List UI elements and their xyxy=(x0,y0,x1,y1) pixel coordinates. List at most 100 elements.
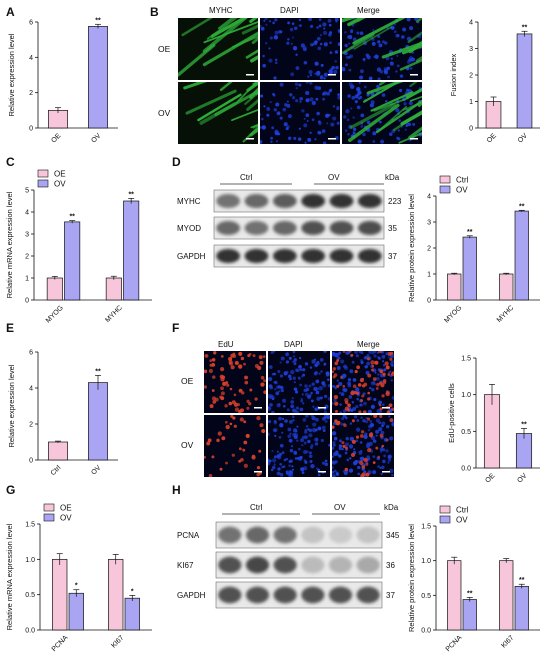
nucleus-dot xyxy=(333,385,337,389)
edu-dot xyxy=(332,367,337,371)
nucleus-dot xyxy=(268,58,273,63)
nucleus-dot xyxy=(303,60,308,65)
nucleus-dot xyxy=(395,107,400,113)
myotube-fiber xyxy=(415,55,422,63)
micrograph-bg xyxy=(204,415,266,477)
nucleus-dot xyxy=(352,131,356,135)
nucleus-dot xyxy=(319,358,324,362)
nucleus-dot xyxy=(359,403,363,407)
edu-dot xyxy=(228,356,233,362)
nucleus-dot xyxy=(266,113,270,117)
edu-dot xyxy=(219,467,223,471)
nucleus-dot xyxy=(317,46,322,51)
nucleus-dot xyxy=(348,444,354,449)
nucleus-dot xyxy=(273,455,277,459)
western-blot-h: Ctrl OV kDa PCNA KI67 GAPDH 345 36 37 xyxy=(177,503,400,609)
nucleus-dot xyxy=(316,467,319,470)
nucleus-dot xyxy=(372,470,377,475)
nucleus-dot xyxy=(344,31,347,34)
nucleus-dot xyxy=(270,140,273,143)
y-tick-label-b-4: 4 xyxy=(469,20,473,27)
y-tick-label-c-1: 1 xyxy=(25,276,29,283)
nucleus-dot xyxy=(289,27,294,32)
nucleus-dot xyxy=(355,404,359,409)
nucleus-dot xyxy=(373,55,376,59)
microscopy-grid-b xyxy=(178,18,422,144)
bar-h-ov-pcna-significance: ** xyxy=(467,590,473,597)
nucleus-dot xyxy=(344,43,348,48)
nucleus-dot xyxy=(305,387,310,391)
nucleus-dot xyxy=(304,141,307,144)
nucleus-dot xyxy=(275,102,280,107)
edu-dot xyxy=(232,416,236,420)
edu-dot xyxy=(351,439,356,444)
nucleus-dot xyxy=(405,122,410,126)
nucleus-dot xyxy=(351,360,355,364)
edu-dot xyxy=(341,441,345,445)
nucleus-dot xyxy=(305,82,309,84)
nucleus-dot xyxy=(274,58,278,62)
blot-band xyxy=(328,586,353,604)
nucleus-dot xyxy=(292,351,296,354)
nucleus-dot xyxy=(366,455,370,459)
nucleus-dot xyxy=(268,461,271,466)
edu-dot xyxy=(206,441,211,446)
edu-dot xyxy=(243,463,248,468)
nucleus-dot xyxy=(338,391,342,394)
y-tick-label-c-3: 3 xyxy=(25,232,29,239)
nucleus-dot xyxy=(314,407,318,411)
nucleus-dot xyxy=(328,113,331,117)
nucleus-dot xyxy=(348,68,352,72)
nucleus-dot xyxy=(340,392,345,396)
nucleus-dot xyxy=(319,131,322,135)
edu-dot xyxy=(262,355,266,358)
nucleus-dot xyxy=(302,368,306,372)
nucleus-dot xyxy=(276,450,279,453)
nucleus-dot xyxy=(323,77,326,80)
bar-c-ov-myhc-significance: ** xyxy=(128,191,134,198)
nucleus-dot xyxy=(295,390,299,394)
myotube-fiber xyxy=(244,91,258,105)
nucleus-dot xyxy=(271,465,276,470)
edu-dot xyxy=(258,449,262,453)
edu-dot xyxy=(340,376,343,379)
nucleus-dot xyxy=(277,467,281,471)
nucleus-dot xyxy=(369,420,373,423)
nucleus-dot xyxy=(337,95,340,100)
nucleus-dot xyxy=(269,365,273,369)
nucleus-dot xyxy=(373,354,377,358)
nucleus-dot xyxy=(332,446,335,450)
myotube-fiber xyxy=(375,99,422,134)
nucleus-dot xyxy=(276,454,282,460)
nucleus-dot xyxy=(308,384,312,388)
edu-dot xyxy=(367,397,371,401)
nucleus-dot xyxy=(297,376,300,379)
edu-dot xyxy=(379,433,384,438)
nucleus-dot xyxy=(279,82,284,87)
nucleus-dot xyxy=(393,30,397,34)
nucleus-dot xyxy=(319,396,323,400)
blot-strips-h xyxy=(215,521,383,609)
edu-dot xyxy=(379,381,383,385)
nucleus-dot xyxy=(280,388,284,393)
nucleus-dot xyxy=(286,41,290,45)
nucleus-dot xyxy=(308,428,313,433)
nucleus-dot xyxy=(298,364,303,369)
nucleus-dot xyxy=(291,96,296,100)
edu-dot xyxy=(225,461,228,465)
nucleus-dot xyxy=(322,429,326,433)
edu-dot xyxy=(204,455,207,459)
nucleus-dot xyxy=(332,470,335,474)
blot-band xyxy=(245,526,270,544)
nucleus-dot xyxy=(304,392,309,397)
nucleus-dot xyxy=(409,26,414,31)
blot-band xyxy=(301,556,325,574)
nucleus-dot xyxy=(260,26,265,31)
image-col-label-f-1: EdU xyxy=(218,340,234,349)
nucleus-dot xyxy=(301,109,305,113)
micrograph-mic-f-0-0 xyxy=(204,351,266,413)
nucleus-dot xyxy=(301,444,304,447)
myotube-fiber xyxy=(409,95,422,102)
nucleus-dot xyxy=(312,405,315,408)
nucleus-dot xyxy=(324,462,329,467)
